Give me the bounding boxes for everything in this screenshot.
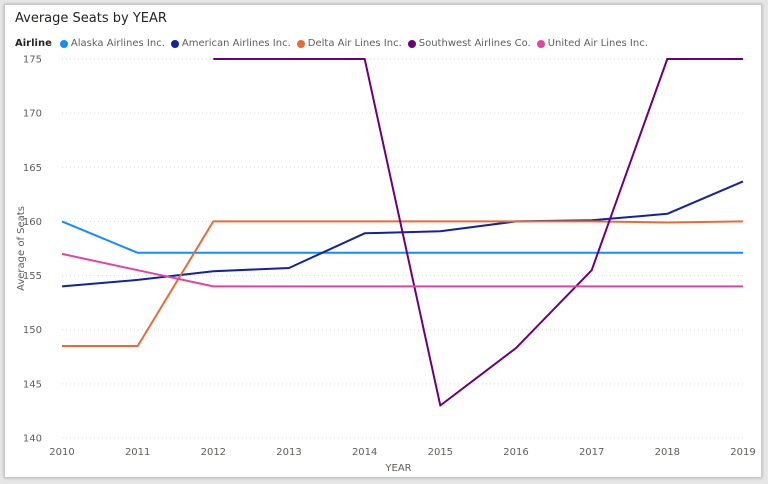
x-tick-label: 2014 (352, 447, 377, 458)
y-tick-label: 160 (23, 217, 42, 228)
legend-item[interactable]: United Air Lines Inc. (536, 38, 648, 49)
x-tick-label: 2017 (579, 447, 604, 458)
legend-items: Alaska Airlines Inc. American Airlines In… (59, 38, 654, 49)
legend-swatch (407, 39, 416, 48)
y-tick-label: 145 (23, 379, 42, 390)
legend-swatch (296, 39, 305, 48)
legend-label: United Air Lines Inc. (547, 38, 648, 49)
legend-label: Delta Air Lines Inc. (307, 38, 402, 49)
x-tick-label: 2018 (655, 447, 680, 458)
y-tick-label: 170 (23, 109, 42, 120)
legend-swatch (536, 39, 545, 48)
x-axis-title: YEAR (384, 463, 411, 474)
x-tick-label: 2016 (503, 447, 528, 458)
x-tick-label: 2010 (49, 447, 74, 458)
chart-card: Average Seats by YEAR Airline Alaska Air… (4, 4, 762, 478)
chart-title: Average Seats by YEAR (15, 11, 167, 26)
x-tick-label: 2013 (276, 447, 301, 458)
legend-item[interactable]: Alaska Airlines Inc. (59, 38, 165, 49)
legend-item[interactable]: Southwest Airlines Co. (407, 38, 531, 49)
y-tick-label: 175 (23, 55, 42, 66)
legend-label: Southwest Airlines Co. (418, 38, 531, 49)
series-line-4 (61, 252, 743, 288)
legend: Airline Alaska Airlines Inc. American Air… (15, 38, 654, 49)
series-line-3 (213, 58, 743, 407)
legend-label: Alaska Airlines Inc. (70, 38, 165, 49)
x-tick-label: 2012 (201, 447, 226, 458)
legend-label: American Airlines Inc. (181, 38, 291, 49)
y-tick-label: 165 (23, 163, 42, 174)
y-tick-label: 150 (23, 325, 42, 336)
series-line-2 (62, 220, 744, 347)
y-axis-title: Average of Seats (16, 206, 27, 291)
y-tick-label: 140 (23, 434, 42, 445)
legend-title: Airline (15, 38, 52, 49)
x-tick-label: 2019 (730, 447, 755, 458)
x-tick-label: 2011 (125, 447, 150, 458)
legend-swatch (170, 39, 179, 48)
series-line-0 (61, 220, 743, 254)
y-tick-label: 155 (23, 271, 42, 282)
legend-item[interactable]: American Airlines Inc. (170, 38, 291, 49)
legend-item[interactable]: Delta Air Lines Inc. (296, 38, 402, 49)
legend-swatch (59, 39, 68, 48)
x-tick-label: 2015 (428, 447, 453, 458)
